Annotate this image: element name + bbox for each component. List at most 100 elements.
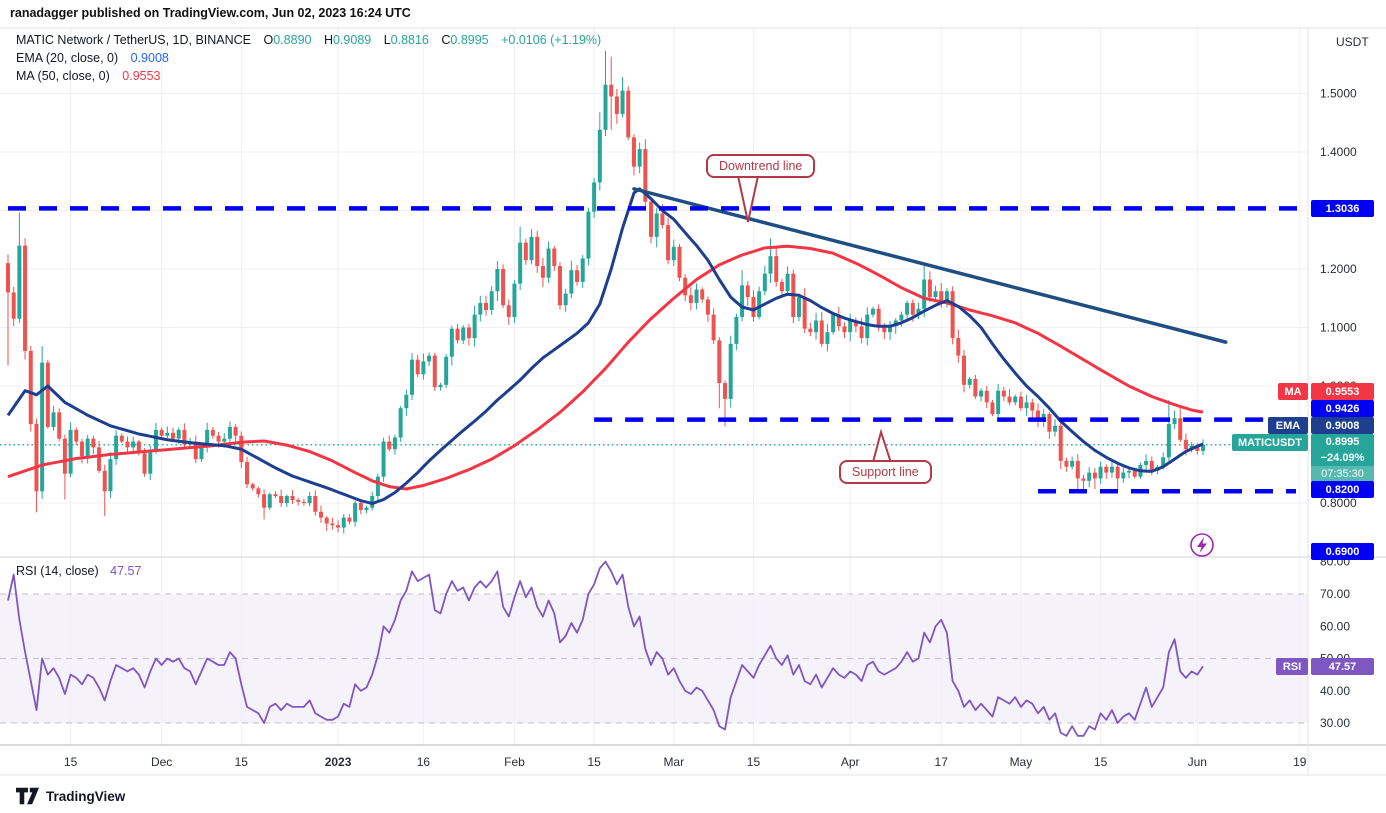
candle-body (296, 500, 301, 502)
candle-body (415, 359, 420, 375)
candle-body (762, 273, 767, 292)
candle-body (176, 429, 181, 439)
candle-body (796, 297, 801, 317)
time-axis[interactable] (0, 745, 1386, 775)
candle-body (802, 297, 807, 329)
candle-body (489, 291, 494, 310)
candle-body (62, 438, 67, 474)
candle-body (967, 378, 972, 385)
publish-attribution: ranadagger published on TradingView.com,… (10, 6, 411, 20)
candle-body (557, 266, 562, 306)
candle-body (347, 517, 352, 522)
candle-body (1172, 418, 1177, 425)
ema-value: 0.9008 (130, 51, 169, 65)
candle-body (717, 340, 722, 384)
candle-body (1104, 466, 1109, 473)
candle-body (984, 390, 989, 403)
candle-body (6, 263, 10, 293)
candle-body (1024, 402, 1029, 409)
candle-body (506, 305, 511, 317)
candle-body (666, 225, 671, 261)
candle-body (108, 459, 113, 492)
candle-body (1127, 470, 1132, 473)
price-tick-label: 0.8000 (1320, 496, 1357, 510)
candle-body (1092, 472, 1097, 479)
candle-body (939, 291, 944, 303)
tradingview-logo[interactable]: TradingView (16, 787, 125, 805)
candle-body (979, 390, 984, 397)
ma50-line[interactable] (7, 244, 1204, 491)
candle-body (353, 503, 358, 522)
candle-body (1144, 460, 1149, 465)
symbol-tag-badge: MATICUSDT (1232, 434, 1308, 451)
ema-price-badge: 0.9008 (1311, 417, 1374, 434)
candle-body (370, 495, 375, 508)
candle-body (51, 412, 56, 427)
downtrend-trendline[interactable] (632, 187, 1228, 344)
time-tick-label: Mar (663, 755, 684, 769)
price-tick-label: 1.4000 (1320, 145, 1357, 159)
candle-body (313, 495, 318, 512)
candle-body (631, 137, 636, 167)
candle-body (1053, 425, 1058, 432)
candle-body (358, 503, 363, 511)
ma-tag-badge: MA (1278, 383, 1308, 400)
candle-body (68, 429, 73, 474)
candle-body (990, 402, 995, 415)
time-tick-label: 17 (935, 755, 949, 769)
candle-body (387, 441, 392, 450)
candle-body (85, 438, 90, 457)
time-tick-label: Jun (1188, 755, 1207, 769)
candle-body (910, 302, 915, 315)
candle-body (1149, 460, 1154, 471)
candle-body (1001, 390, 1006, 397)
time-tick-label: 15 (747, 755, 761, 769)
candle-body (757, 291, 762, 317)
candle-body (1109, 466, 1114, 473)
alert-level-price-badge: 0.6900 (1311, 543, 1374, 560)
downtrend-line-callout[interactable]: Downtrend line (706, 154, 816, 178)
ma-legend[interactable]: MA (50, close, 0) 0.9553 (16, 69, 161, 83)
close-value: 0.8995 (450, 33, 489, 47)
candle-body (529, 236, 534, 261)
high-label: H (323, 33, 333, 47)
rsi-legend[interactable]: RSI (14, close) 47.57 (16, 564, 141, 578)
ema20-line[interactable] (6, 187, 1204, 506)
candle-body (956, 338, 961, 356)
symbol-legend[interactable]: MATIC Network / TetherUS, 1D, BINANCE O0… (16, 33, 601, 47)
candle-body (779, 281, 784, 292)
candle-body (136, 441, 141, 454)
candle-body (210, 429, 215, 436)
candle-body (1013, 396, 1018, 403)
candle-body (711, 314, 716, 341)
candle-body (1183, 439, 1188, 450)
candle-body (745, 285, 750, 298)
candle-body (876, 308, 881, 327)
time-tick-label: Feb (504, 755, 525, 769)
candle-body (546, 248, 551, 278)
candle-body (250, 484, 255, 489)
candle-body (1087, 472, 1092, 481)
candle-body (575, 270, 580, 282)
candle-body (341, 517, 346, 528)
candle-body (427, 355, 432, 362)
candle-body (449, 328, 454, 357)
candle-body (307, 495, 312, 503)
candle-body (1121, 472, 1126, 479)
candle-body (705, 299, 710, 315)
candle-body (301, 501, 306, 504)
candle-body (637, 149, 642, 167)
candle-body (1161, 457, 1166, 467)
alert-lightning-icon[interactable] (1190, 533, 1214, 557)
candle-body (643, 149, 648, 202)
candle-body (768, 256, 773, 274)
price-tick-label: 1.1000 (1320, 321, 1357, 335)
candle-body (153, 429, 158, 451)
candle-body (518, 242, 523, 284)
ema-legend[interactable]: EMA (20, close, 0) 0.9008 (16, 51, 169, 65)
candle-body (165, 432, 170, 436)
time-tick-label: 15 (235, 755, 249, 769)
support-line-callout[interactable]: Support line (839, 460, 932, 484)
time-tick-label: May (1010, 755, 1033, 769)
